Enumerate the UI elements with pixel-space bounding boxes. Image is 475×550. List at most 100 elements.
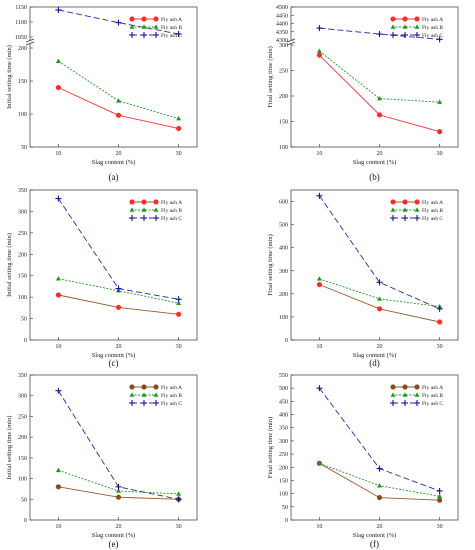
x-tick-label: 10 bbox=[55, 344, 61, 350]
y-tick-label: 1050 bbox=[15, 35, 27, 41]
data-point bbox=[115, 19, 122, 26]
x-tick-label: 20 bbox=[377, 344, 383, 350]
legend: Fly ash A Fly ash B Fly ash C bbox=[129, 199, 182, 222]
data-point bbox=[55, 195, 62, 202]
data-point bbox=[316, 192, 323, 199]
data-point bbox=[377, 483, 383, 488]
y-tick-label: 0 bbox=[24, 518, 27, 524]
y-axis-label: Initial setting time (min) bbox=[6, 45, 13, 109]
legend-marker bbox=[141, 215, 147, 221]
y-tick-label: 300 bbox=[18, 394, 27, 400]
series-fly-ash-a bbox=[55, 292, 182, 317]
x-tick-label: 30 bbox=[437, 344, 443, 350]
axis-break-mark bbox=[25, 38, 35, 43]
plot-frame bbox=[290, 189, 459, 341]
legend-marker bbox=[153, 400, 159, 406]
legend-marker bbox=[414, 384, 420, 390]
y-tick-label: 300 bbox=[279, 43, 288, 49]
y-tick-label: 4500 bbox=[276, 5, 288, 11]
legend-marker bbox=[129, 400, 135, 406]
y-tick-label: 100 bbox=[279, 492, 288, 498]
x-tick-label: 10 bbox=[316, 524, 322, 530]
series-line bbox=[319, 27, 440, 40]
legend-label: Fly ash C bbox=[422, 401, 443, 407]
y-tick-label: 200 bbox=[279, 94, 288, 100]
series-fly-ash-c bbox=[55, 387, 182, 503]
y-tick-label: 150 bbox=[18, 79, 27, 85]
y-tick-label: 50 bbox=[21, 317, 27, 323]
x-tick-label: 10 bbox=[55, 524, 61, 530]
legend: Fly ash A Fly ash B Fly ash C bbox=[390, 384, 443, 407]
y-tick-label: 1100 bbox=[15, 20, 27, 26]
legend-item: Fly ash C bbox=[129, 215, 182, 222]
data-point bbox=[175, 31, 182, 37]
data-point bbox=[176, 125, 182, 132]
x-tick-label: 30 bbox=[437, 151, 443, 157]
legend-marker bbox=[402, 32, 408, 38]
data-point bbox=[316, 48, 322, 53]
legend-item: Fly ash B bbox=[129, 24, 182, 31]
data-point bbox=[376, 279, 383, 286]
y-tick-label: 50 bbox=[21, 145, 27, 151]
chart-panel-e: 0 50 100 150 200 250 300 350 10 20 30 Slag content … bbox=[6, 373, 198, 549]
data-point bbox=[176, 311, 182, 317]
y-tick-label: 0 bbox=[24, 338, 27, 344]
series-fly-ash-c bbox=[316, 385, 443, 494]
data-point bbox=[175, 496, 182, 503]
legend-marker bbox=[129, 199, 135, 205]
data-point bbox=[436, 305, 443, 312]
plot-frame bbox=[290, 6, 459, 148]
data-point bbox=[437, 493, 443, 499]
legend-marker bbox=[390, 207, 396, 212]
panel-caption: (b) bbox=[369, 172, 380, 182]
y-tick-label: 350 bbox=[18, 188, 27, 194]
legend-marker bbox=[129, 207, 135, 212]
y-tick-label: 300 bbox=[279, 269, 288, 275]
plot-frame bbox=[29, 189, 198, 341]
y-axis-label: Final setting time (min) bbox=[267, 417, 274, 479]
y-tick-label: 550 bbox=[279, 373, 288, 379]
chart-panel-c: 0 50 100 150 200 250 300 350 10 20 30 Slag content … bbox=[6, 188, 198, 368]
data-point bbox=[115, 494, 122, 500]
series-fly-ash-c bbox=[55, 7, 182, 37]
x-tick-label: 10 bbox=[316, 151, 322, 157]
series-line bbox=[58, 60, 179, 120]
data-point bbox=[377, 95, 383, 101]
legend-marker bbox=[153, 199, 159, 205]
series-fly-ash-a bbox=[55, 484, 182, 502]
axis-break-gap bbox=[26, 40, 34, 44]
y-tick-label: 50 bbox=[282, 505, 288, 511]
legend-label: Fly ash A bbox=[161, 385, 182, 391]
legend-label: Fly ash B bbox=[161, 393, 182, 399]
series-fly-ash-c bbox=[316, 192, 443, 312]
chart-panel-f: 0 50 100 150 200 250 300 350 400 450 500 550 10 20 30 S… bbox=[267, 373, 459, 549]
y-tick-label: 250 bbox=[279, 452, 288, 458]
legend-label: Fly ash B bbox=[422, 25, 443, 31]
legend-marker bbox=[390, 16, 396, 22]
legend-marker bbox=[402, 392, 408, 397]
legend-label: Fly ash C bbox=[161, 401, 182, 407]
x-tick-label: 30 bbox=[437, 524, 443, 530]
legend: Fly ash A Fly ash B Fly ash C bbox=[390, 199, 443, 222]
series-fly-ash-a bbox=[316, 282, 443, 325]
x-tick-label: 30 bbox=[176, 151, 182, 157]
legend-marker bbox=[390, 215, 396, 221]
y-tick-label: 4350 bbox=[276, 30, 288, 36]
legend: Fly ash A Fly ash B Fly ash C bbox=[129, 16, 182, 39]
y-tick-label: 500 bbox=[279, 223, 288, 229]
legend-item: Fly ash C bbox=[390, 400, 443, 407]
legend: Fly ash A Fly ash B Fly ash C bbox=[390, 16, 443, 39]
data-point bbox=[376, 306, 383, 312]
data-point bbox=[437, 99, 443, 104]
x-tick-label: 20 bbox=[116, 344, 122, 350]
plot-frame bbox=[29, 374, 198, 521]
legend-marker bbox=[402, 384, 408, 390]
series-line bbox=[58, 390, 179, 500]
data-point bbox=[316, 282, 322, 288]
panel-caption: (f) bbox=[370, 539, 379, 549]
legend-marker bbox=[390, 32, 396, 38]
chart-panel-a: 50 100 150 200 1050 1100 1150 10 20 30 Slag conten… bbox=[6, 5, 198, 182]
plot-frame bbox=[290, 374, 459, 521]
data-point bbox=[316, 52, 322, 58]
